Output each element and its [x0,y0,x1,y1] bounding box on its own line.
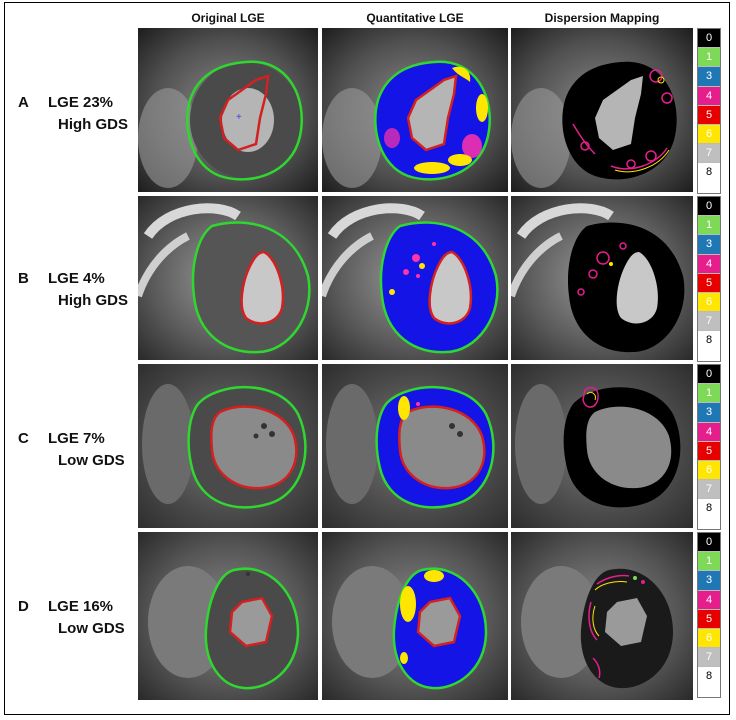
row-label-c: C LGE 7% Low GDS [0,428,137,478]
row-lge-value: LGE 23% [48,94,114,111]
legend-cell: 5 [698,105,720,125]
legend-cell: 6 [698,124,720,145]
legend-cell: 8 [698,331,720,351]
legend-cell: 7 [698,648,720,668]
panel-c-original-lge [138,364,318,528]
legend-cell: 5 [698,273,720,293]
panel-a-quantitative-lge [322,28,508,192]
legend-cell: 4 [698,590,720,610]
legend-cell: 7 [698,144,720,164]
legend-cell: 1 [698,48,720,68]
row-lge-value: LGE 7% [48,430,105,447]
header-quantitative-lge: Quantitative LGE [366,11,464,25]
legend-cell: 6 [698,292,720,313]
legend-d: 0 1 3 4 5 6 7 8 [697,532,721,698]
header-original-lge: Original LGE [191,11,265,25]
row-gds-label: Low GDS [58,620,125,637]
legend-cell: 3 [698,571,720,591]
panel-b-dispersion-mapping [511,196,693,360]
legend-cell: 8 [698,163,720,183]
legend-cell: 7 [698,480,720,500]
legend-c: 0 1 3 4 5 6 7 8 [697,364,721,530]
row-lge-value: LGE 16% [48,598,114,615]
legend-cell: 1 [698,216,720,236]
legend-cell: 4 [698,254,720,274]
legend-cell: 0 [698,29,720,49]
legend-cell: 5 [698,441,720,461]
row-gds-label: High GDS [58,116,128,133]
row-gds-label: Low GDS [58,452,125,469]
legend-cell: 8 [698,667,720,687]
legend-cell: 3 [698,235,720,255]
svg-text:+: + [236,112,242,123]
panel-c-quantitative-lge [322,364,508,528]
panel-b-original-lge [138,196,318,360]
legend-cell: 3 [698,67,720,87]
legend-cell: 0 [698,533,720,553]
row-gds-label: High GDS [58,292,128,309]
row-letter: D [18,598,29,615]
panel-a-dispersion-mapping [511,28,693,192]
row-lge-value: LGE 4% [48,270,105,287]
panel-d-original-lge [138,532,318,700]
legend-b: 0 1 3 4 5 6 7 8 [697,196,721,362]
panel-d-quantitative-lge [322,532,508,700]
legend-cell: 1 [698,384,720,404]
legend-cell: 6 [698,628,720,649]
legend-a: 0 1 3 4 5 6 7 8 [697,28,721,194]
row-label-a: A LGE 23% High GDS [0,92,137,142]
legend-cell: 3 [698,403,720,423]
panel-a-original-lge: + [138,28,318,192]
row-label-d: D LGE 16% Low GDS [0,596,137,646]
legend-cell: 0 [698,365,720,385]
legend-cell: 5 [698,609,720,629]
legend-cell: 6 [698,460,720,481]
legend-cell: 1 [698,552,720,572]
row-letter: A [18,94,29,111]
panel-c-dispersion-mapping [511,364,693,528]
row-label-b: B LGE 4% High GDS [0,268,137,318]
legend-cell: 4 [698,422,720,442]
legend-cell: 8 [698,499,720,519]
panel-d-dispersion-mapping [511,532,693,700]
row-letter: C [18,430,29,447]
row-letter: B [18,270,29,287]
header-dispersion-mapping: Dispersion Mapping [544,11,660,25]
legend-cell: 4 [698,86,720,106]
panel-b-quantitative-lge [322,196,508,360]
legend-cell: 7 [698,312,720,332]
legend-cell: 0 [698,197,720,217]
